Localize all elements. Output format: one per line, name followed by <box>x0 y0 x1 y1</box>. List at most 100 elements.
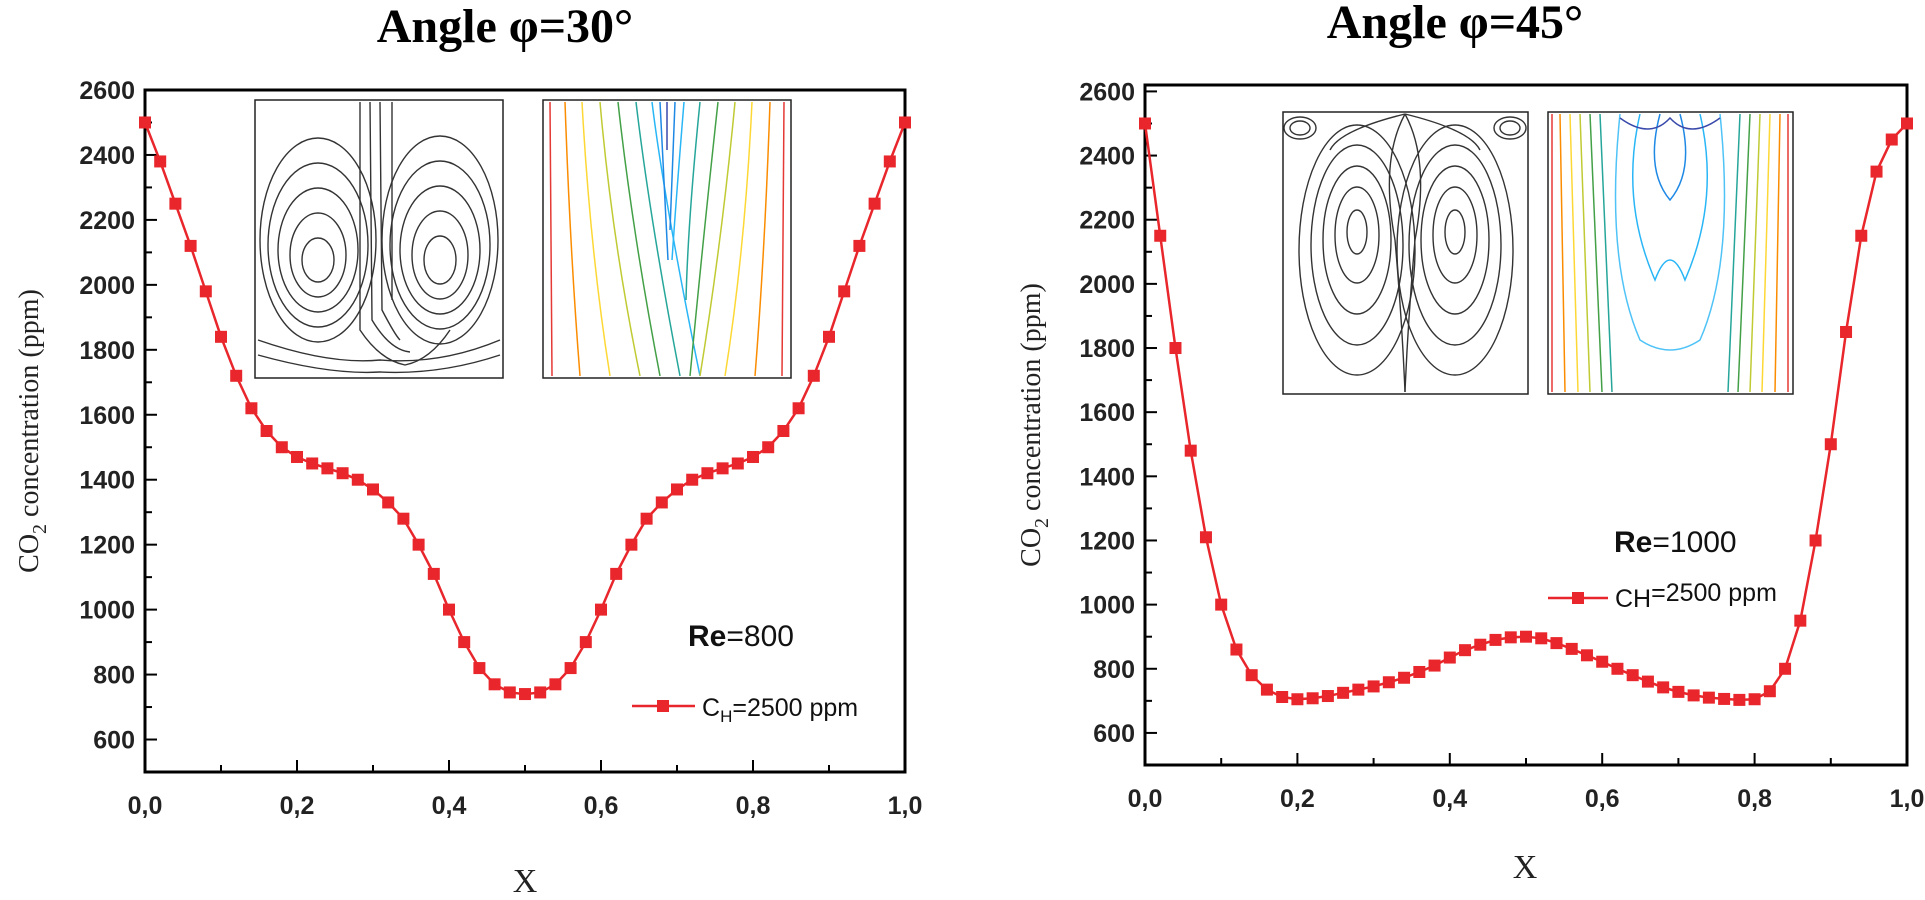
data-point <box>1520 630 1532 643</box>
data-point <box>1230 643 1243 656</box>
data-point <box>868 197 881 210</box>
data-point <box>215 330 227 343</box>
y-tick-label: 2200 <box>79 207 135 235</box>
legend-marker <box>1572 592 1584 604</box>
data-point <box>169 197 182 210</box>
y-tick-label: 1800 <box>1079 335 1135 363</box>
data-point <box>579 636 592 649</box>
streamline-inset <box>254 99 504 379</box>
data-point <box>1748 693 1761 706</box>
data-point <box>1565 642 1578 655</box>
data-point <box>1779 662 1792 675</box>
data-point <box>199 285 212 298</box>
data-point <box>1580 649 1593 662</box>
data-point <box>838 285 851 298</box>
data-point <box>1763 685 1776 698</box>
data-point <box>823 330 835 343</box>
data-point <box>686 473 699 486</box>
data-point <box>1550 637 1563 650</box>
x-tick-label: 0,6 <box>584 792 619 820</box>
data-point <box>1733 693 1746 706</box>
x-axis-label: X <box>513 863 538 900</box>
data-point <box>1611 662 1624 675</box>
legend-text: CH=2500 ppm <box>702 694 858 726</box>
data-point <box>1901 117 1913 130</box>
data-point <box>1382 676 1395 689</box>
data-point <box>351 473 364 486</box>
data-point <box>1474 638 1487 651</box>
data-point <box>1260 683 1273 696</box>
x-tick-label: 0,2 <box>280 792 315 820</box>
streamline-inset <box>1282 111 1529 395</box>
data-point <box>306 457 319 470</box>
data-point <box>1169 342 1182 355</box>
data-point <box>1306 692 1319 705</box>
data-point <box>412 538 425 551</box>
data-point <box>564 662 577 675</box>
data-point <box>184 239 197 252</box>
x-tick-label: 0,4 <box>432 792 467 820</box>
y-tick-label: 1000 <box>1079 592 1135 620</box>
data-point <box>716 462 729 475</box>
legend: CH=2500 ppm <box>1548 579 1777 613</box>
y-tick-label: 1000 <box>79 597 135 625</box>
data-point <box>503 686 516 699</box>
data-point <box>625 538 638 551</box>
series-ch-2500 <box>1139 117 1913 706</box>
y-tick-label: 800 <box>1093 656 1135 684</box>
data-point <box>367 483 379 496</box>
data-point <box>1139 117 1151 130</box>
data-point <box>1885 133 1898 146</box>
data-point <box>731 457 744 470</box>
data-point <box>1276 691 1289 703</box>
y-tick-label: 2600 <box>79 77 135 105</box>
legend: CH=2500 ppm <box>632 694 858 726</box>
data-point <box>595 603 607 616</box>
data-point <box>1367 680 1380 693</box>
data-point <box>1596 655 1609 668</box>
data-point <box>230 369 243 382</box>
chart-title: Angle φ=30° <box>377 0 634 53</box>
y-axis: 600 800 1000 1200 1400 1600 1800 2000 2200 2400 26… <box>79 77 157 755</box>
data-point <box>1657 681 1670 694</box>
data-point <box>291 450 303 463</box>
chart-angle-45: Angle φ=45° <box>1016 0 1924 886</box>
data-point <box>1184 444 1197 457</box>
data-point <box>807 369 820 382</box>
data-point <box>549 678 562 691</box>
data-point <box>1154 229 1167 242</box>
data-point <box>1672 685 1685 698</box>
y-tick-label: 800 <box>93 662 135 690</box>
y-tick-label: 2000 <box>1079 271 1135 299</box>
data-point <box>1626 669 1639 682</box>
y-tick-label: 2400 <box>1079 143 1135 171</box>
data-point <box>473 662 486 675</box>
data-point <box>883 155 896 168</box>
x-tick-label: 0,6 <box>1585 785 1620 813</box>
data-point <box>336 467 349 480</box>
y-tick-label: 600 <box>93 727 135 755</box>
data-point <box>1459 644 1472 657</box>
data-point <box>534 686 547 699</box>
data-point <box>1840 325 1853 338</box>
data-point <box>1215 598 1228 611</box>
x-tick-label: 0,0 <box>128 792 163 820</box>
data-point <box>1337 686 1350 699</box>
data-point <box>899 116 911 129</box>
data-point <box>443 603 455 616</box>
x-tick-label: 0,8 <box>736 792 771 820</box>
data-point <box>275 441 288 454</box>
y-tick-label: 1200 <box>79 532 135 560</box>
x-tick-label: 1,0 <box>888 792 923 820</box>
data-point <box>1855 229 1868 242</box>
x-tick-label: 0,8 <box>1737 785 1772 813</box>
data-point <box>1504 631 1517 644</box>
data-point <box>1398 671 1411 684</box>
y-tick-label: 600 <box>1093 720 1135 748</box>
data-point <box>640 512 653 525</box>
data-point <box>458 636 471 649</box>
data-point <box>1352 683 1365 696</box>
y-axis-label: CO2 concentration (ppm) <box>1016 283 1053 567</box>
contour-inset <box>542 99 792 379</box>
